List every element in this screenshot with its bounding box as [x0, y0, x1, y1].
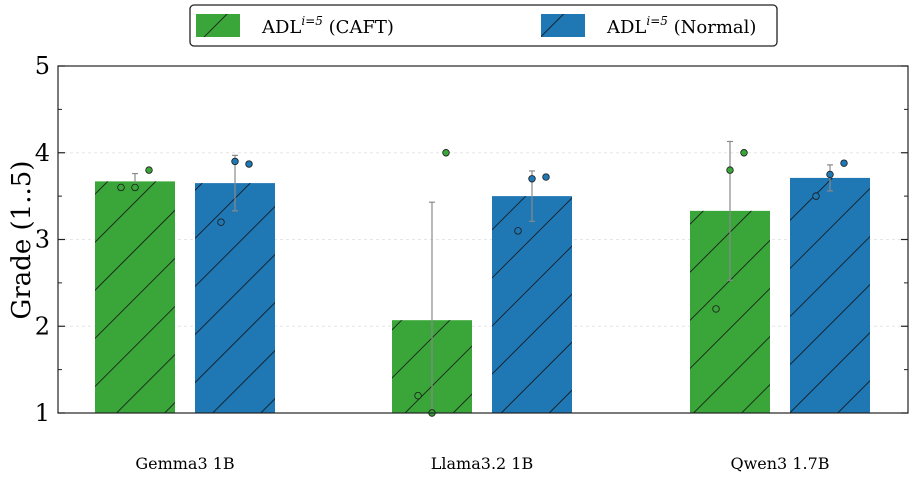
legend-label-normal-base: ADL — [606, 17, 646, 38]
data-points — [117, 149, 848, 417]
y-axis-label: Grade (1..5) — [7, 161, 37, 320]
grid-lines — [58, 152, 908, 327]
x-axis-category-labels: Gemma3 1B Llama3.2 1B Qwen3 1.7B — [135, 454, 829, 473]
data-point-caft-1-2 — [442, 149, 450, 157]
data-point-normal-1-0 — [514, 227, 522, 235]
data-point-normal-1-2 — [542, 173, 550, 181]
legend-entry-normal: ADLi=5 (Normal) — [541, 14, 756, 38]
legend: ADLi=5 (CAFT) ADLi=5 (Normal) — [189, 4, 778, 47]
legend-label-caft-suffix: (CAFT) — [323, 17, 394, 38]
data-point-caft-1-0 — [414, 391, 422, 400]
data-point-normal-1-1 — [528, 175, 536, 183]
bar-hatch-normal-2 — [790, 177, 870, 413]
bar-hatch-normal-0 — [195, 183, 275, 413]
x-category-label-0: Gemma3 1B — [135, 454, 234, 473]
legend-label-normal: ADLi=5 (Normal) — [606, 14, 756, 38]
bar-hatch-normal-1 — [492, 196, 572, 413]
legend-entry-caft: ADLi=5 (CAFT) — [196, 14, 394, 38]
data-point-caft-0-0 — [117, 183, 125, 192]
legend-label-caft-sup: i=5 — [301, 14, 323, 28]
legend-label-caft-base: ADL — [261, 17, 301, 38]
data-point-caft-2-0 — [712, 305, 720, 313]
data-point-normal-2-1 — [826, 170, 834, 179]
data-point-normal-0-1 — [231, 157, 239, 166]
bars — [95, 177, 870, 413]
legend-label-normal-sup: i=5 — [646, 14, 668, 28]
data-point-caft-0-1 — [131, 183, 139, 192]
legend-label-normal-suffix: (Normal) — [668, 17, 757, 38]
data-point-normal-0-0 — [217, 218, 225, 226]
y-tick-label: 5 — [35, 52, 50, 80]
y-tick-label: 3 — [35, 226, 50, 254]
legend-frame — [189, 4, 778, 47]
error-bars — [132, 140, 833, 414]
y-tick-label: 2 — [35, 312, 50, 340]
y-tick-label: 1 — [35, 399, 50, 427]
data-point-normal-0-2 — [245, 160, 253, 168]
data-point-normal-2-2 — [840, 159, 848, 167]
legend-swatch-caft-hatch — [196, 14, 240, 37]
data-point-caft-2-1 — [726, 166, 734, 174]
data-point-normal-2-0 — [812, 192, 820, 200]
y-axis-ticks: 1 2 3 4 5 — [35, 52, 908, 427]
x-category-label-1: Llama3.2 1B — [431, 454, 533, 473]
y-tick-label: 4 — [35, 139, 50, 167]
x-category-label-2: Qwen3 1.7B — [730, 454, 829, 473]
legend-swatch-normal-hatch — [541, 14, 585, 37]
data-point-caft-0-2 — [145, 166, 153, 174]
legend-label-caft: ADLi=5 (CAFT) — [261, 14, 394, 38]
bar-hatch-caft-0 — [95, 181, 175, 413]
data-point-caft-2-2 — [740, 149, 748, 157]
